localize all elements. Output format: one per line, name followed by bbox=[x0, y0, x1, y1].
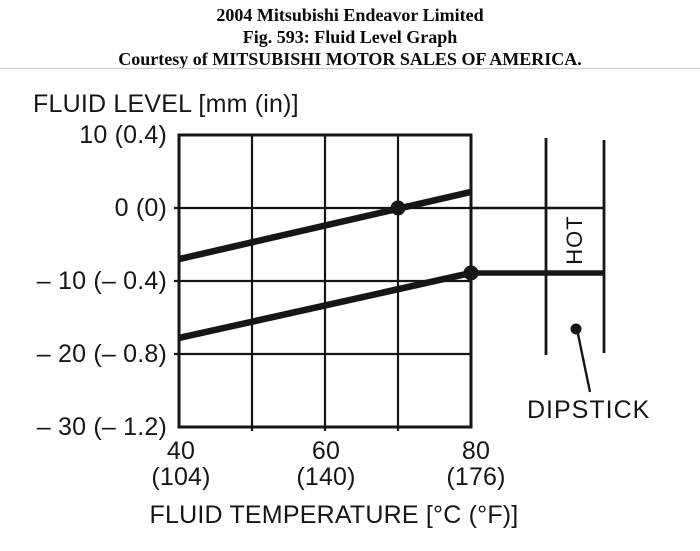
header-title: 2004 Mitsubishi Endeavor Limited bbox=[216, 5, 484, 25]
header-figure-caption: Fig. 593: Fluid Level Graph bbox=[242, 27, 458, 47]
page-header: 2004 Mitsubishi Endeavor Limited Fig. 59… bbox=[0, 4, 700, 70]
y-tick-label: – 10 (– 0.4) bbox=[36, 267, 167, 295]
x-tick-fahrenheit: (140) bbox=[296, 463, 356, 491]
y-tick-label: 10 (0.4) bbox=[79, 121, 167, 149]
x-tick-celsius: 40 bbox=[166, 437, 196, 465]
x-tick-celsius: 80 bbox=[461, 437, 491, 465]
x-tick-celsius: 60 bbox=[311, 437, 341, 465]
x-tick-label: 80 (176) bbox=[411, 438, 541, 490]
y-axis-title: FLUID LEVEL [mm (in)] bbox=[33, 90, 299, 118]
dipstick-hot-range-label: HOT bbox=[562, 215, 587, 265]
x-tick-label: 40 (104) bbox=[116, 438, 246, 490]
y-tick-label: 0 (0) bbox=[114, 194, 167, 222]
header-courtesy-line: Courtesy of MITSUBISHI MOTOR SALES OF AM… bbox=[118, 49, 582, 69]
x-tick-fahrenheit: (104) bbox=[151, 463, 211, 491]
y-tick-label: – 30 (– 1.2) bbox=[36, 413, 167, 441]
plot-border bbox=[177, 133, 473, 429]
lower-level-line bbox=[178, 269, 472, 342]
header-divider bbox=[0, 68, 700, 69]
x-tick-fahrenheit: (176) bbox=[446, 463, 506, 491]
lower-level-line-marker bbox=[463, 265, 479, 281]
x-axis-title: FLUID TEMPERATURE [°C (°F)] bbox=[149, 501, 519, 529]
dipstick-label: DIPSTICK bbox=[527, 396, 651, 424]
dipstick-point bbox=[570, 323, 582, 335]
upper-level-line-marker bbox=[390, 200, 406, 216]
upper-level-line bbox=[178, 188, 472, 263]
dipstick-leader-line bbox=[576, 333, 592, 393]
x-tick-label: 60 (140) bbox=[261, 438, 391, 490]
y-tick-label: – 20 (– 0.8) bbox=[36, 340, 167, 368]
